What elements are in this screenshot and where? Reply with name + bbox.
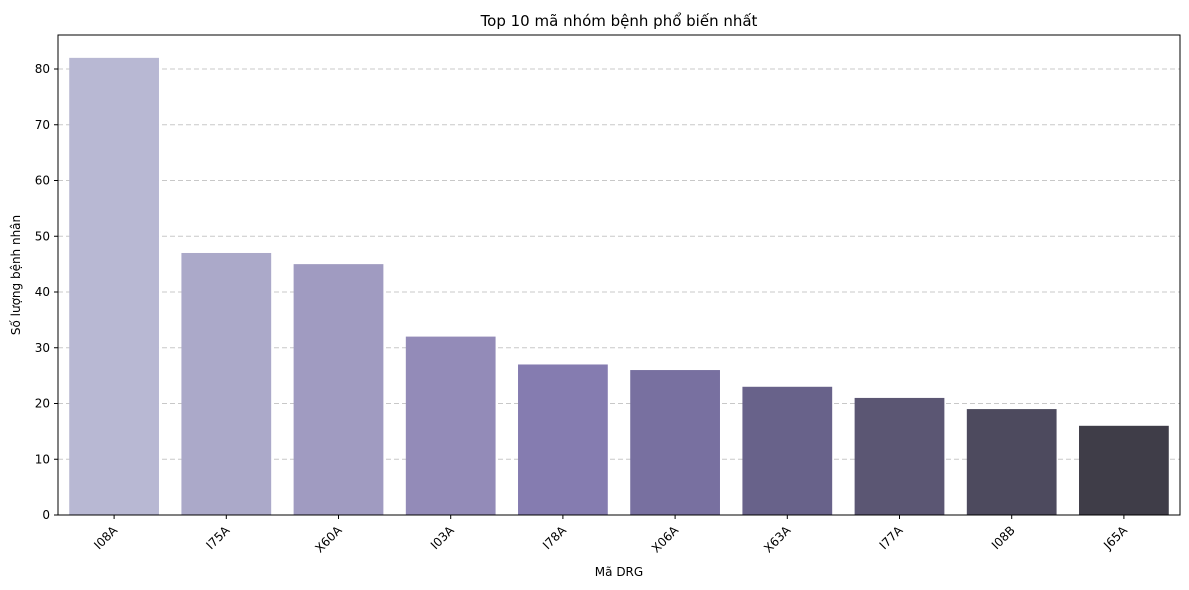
x-tick-label: I08B	[989, 523, 1018, 552]
y-axis-title: Số lượng bệnh nhân	[9, 215, 23, 335]
bar-i75a	[181, 252, 272, 515]
plot-frame	[57, 34, 1181, 516]
x-tick-label: I08A	[91, 523, 121, 553]
y-tick-label: 60	[35, 174, 50, 188]
bar-i08a	[69, 57, 159, 515]
y-tick-label: 40	[35, 285, 50, 299]
bar-j65a	[1079, 425, 1169, 515]
x-tick-label: J65A	[1100, 523, 1130, 553]
x-tick-label: I77A	[877, 523, 907, 553]
y-tick-label: 10	[35, 452, 50, 466]
x-tick-label: X60A	[312, 523, 345, 556]
x-axis-title: Mã DRG	[595, 565, 643, 579]
y-tick-label: 0	[42, 508, 50, 522]
y-tick-label: 50	[35, 229, 50, 243]
bars	[69, 57, 1169, 515]
bar-x06a	[630, 370, 720, 515]
x-tick-label: I75A	[203, 523, 233, 553]
x-tick-label: I03A	[428, 523, 458, 553]
x-tick-label: X06A	[649, 523, 682, 556]
y-tick-label: 20	[35, 397, 50, 411]
y-tick-label: 80	[35, 62, 50, 76]
bar-x60a	[293, 264, 384, 515]
bar-i78a	[518, 364, 608, 515]
x-tick-label: X63A	[761, 523, 794, 556]
x-axis: I08A I75A X60A I03A I78A X06A X63A I77A I08B J65A	[91, 515, 1131, 556]
bar-i03a	[405, 336, 496, 515]
bar-x63a	[742, 386, 833, 515]
y-tick-label: 30	[35, 341, 50, 355]
x-tick-label: I78A	[540, 523, 570, 553]
bar-i08b	[966, 409, 1057, 515]
chart-title: Top 10 mã nhóm bệnh phổ biến nhất	[480, 12, 758, 30]
y-axis: 0 10 20 30 40 50 60 70 80	[35, 62, 58, 522]
y-tick-label: 70	[35, 118, 50, 132]
bar-i77a	[854, 397, 945, 515]
